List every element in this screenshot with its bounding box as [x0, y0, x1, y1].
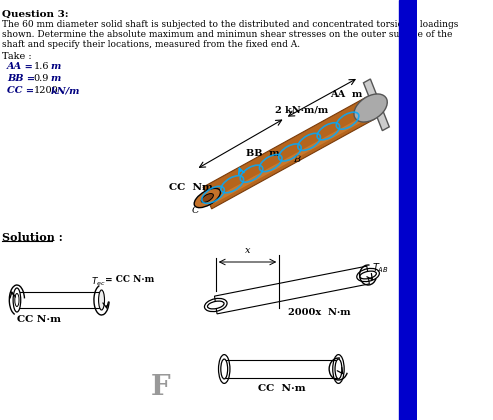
- Text: 1.6: 1.6: [34, 62, 49, 71]
- Ellipse shape: [13, 288, 21, 312]
- Ellipse shape: [194, 188, 220, 207]
- Text: CC  Nm: CC Nm: [169, 183, 213, 192]
- Polygon shape: [363, 79, 389, 131]
- Text: x: x: [245, 246, 250, 255]
- Polygon shape: [209, 111, 374, 206]
- Text: BB =: BB =: [7, 74, 35, 83]
- Text: CC  N·m: CC N·m: [257, 384, 305, 393]
- Text: m: m: [51, 62, 61, 71]
- Text: C: C: [191, 206, 199, 215]
- Polygon shape: [214, 266, 369, 314]
- Text: B: B: [293, 155, 301, 163]
- Ellipse shape: [99, 290, 105, 310]
- Text: 0.9: 0.9: [34, 74, 49, 83]
- Polygon shape: [203, 97, 375, 209]
- Text: kN/m: kN/m: [51, 86, 80, 95]
- Bar: [399, 0, 417, 420]
- Text: $T_{AB}$: $T_{AB}$: [372, 261, 389, 275]
- Polygon shape: [224, 360, 339, 378]
- Ellipse shape: [208, 301, 224, 309]
- Text: m: m: [51, 74, 61, 83]
- Text: shaft and specify their locations, measured from the fixed end A.: shaft and specify their locations, measu…: [1, 40, 300, 49]
- Text: F: F: [151, 374, 171, 401]
- Text: CC =: CC =: [7, 86, 34, 95]
- Text: shown. Determine the absolute maximum and minimun shear stresses on the outer su: shown. Determine the absolute maximum an…: [1, 30, 452, 39]
- Ellipse shape: [15, 294, 19, 307]
- Polygon shape: [17, 292, 102, 308]
- Text: The 60 mm diameter solid shaft is subjected to the distributed and concentrated : The 60 mm diameter solid shaft is subjec…: [1, 20, 458, 29]
- Text: 2 kN·m/m: 2 kN·m/m: [275, 105, 328, 114]
- Text: Solution :: Solution :: [1, 232, 63, 243]
- Text: 2000x  N·m: 2000x N·m: [288, 308, 351, 317]
- Text: $T_{ec}$: $T_{ec}$: [91, 275, 106, 288]
- Text: AA =: AA =: [7, 62, 34, 71]
- Text: A: A: [375, 102, 384, 113]
- Ellipse shape: [335, 359, 342, 379]
- Text: BB  m: BB m: [246, 149, 279, 158]
- Text: Question 3:: Question 3:: [1, 10, 69, 19]
- Ellipse shape: [221, 359, 228, 379]
- Text: Take :: Take :: [1, 52, 32, 61]
- Text: 1200: 1200: [34, 86, 59, 95]
- Text: CC N·m: CC N·m: [17, 315, 61, 324]
- Text: AA  m: AA m: [330, 90, 363, 99]
- Ellipse shape: [201, 194, 213, 202]
- Ellipse shape: [360, 271, 376, 279]
- Text: = CC N·m: = CC N·m: [105, 275, 154, 284]
- Ellipse shape: [354, 94, 387, 122]
